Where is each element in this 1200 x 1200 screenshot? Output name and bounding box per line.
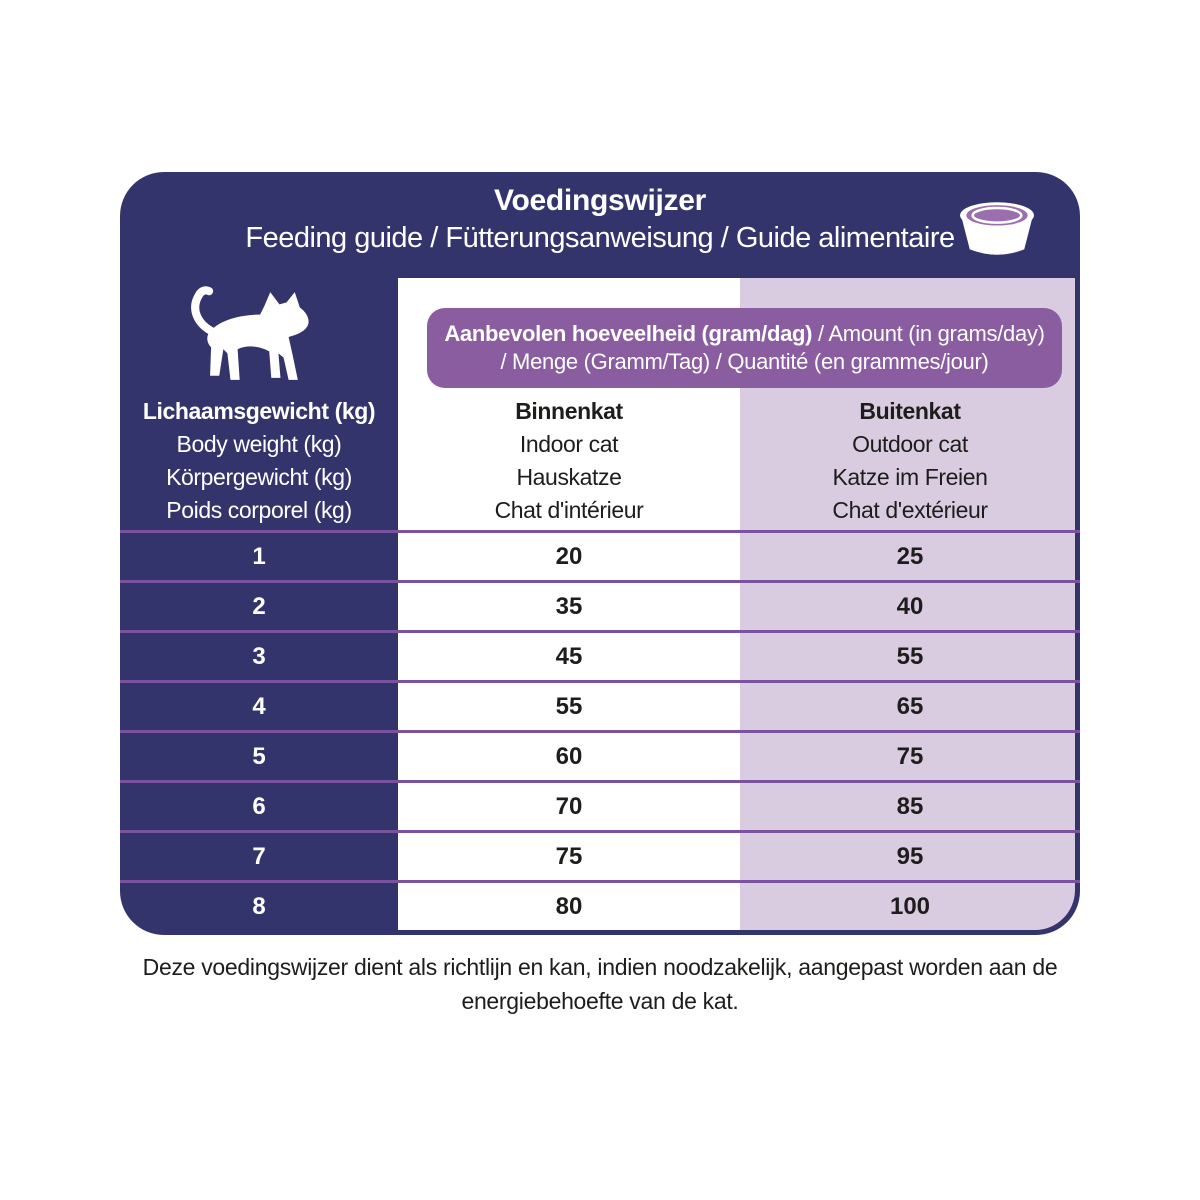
amount-banner-text: Aanbevolen hoeveelheid (gram/dag) / Amou… bbox=[441, 320, 1048, 376]
indoor-header-de: Hauskatze bbox=[516, 464, 622, 490]
weight-cell: 4 bbox=[252, 692, 266, 720]
guideline-note: Deze voedingswijzer dient als richtlijn … bbox=[142, 954, 1058, 1014]
outdoor-cell: 85 bbox=[896, 792, 924, 820]
outdoor-cell: 95 bbox=[896, 842, 924, 870]
feeding-guide-card: Voedingswijzer Feeding guide / Fütterung… bbox=[120, 172, 1080, 935]
outdoor-cell: 25 bbox=[896, 542, 924, 570]
indoor-header-nl: Binnenkat bbox=[515, 398, 623, 424]
table-row: 4 55 65 bbox=[120, 680, 1080, 730]
indoor-cell: 45 bbox=[555, 642, 583, 670]
outdoor-cell: 100 bbox=[889, 892, 931, 920]
amount-banner-bold-text: Aanbevolen hoeveelheid (gram/dag) bbox=[444, 321, 813, 346]
indoor-cell: 70 bbox=[555, 792, 583, 820]
indoor-column-header: Binnenkat Indoor cat Hauskatze Chat d'in… bbox=[398, 395, 740, 527]
outdoor-cell: 55 bbox=[896, 642, 924, 670]
outdoor-header-de: Katze im Freien bbox=[832, 464, 988, 490]
indoor-cell: 80 bbox=[555, 892, 583, 920]
outdoor-header-en: Outdoor cat bbox=[852, 431, 968, 457]
outdoor-column-header: Buitenkat Outdoor cat Katze im Freien Ch… bbox=[740, 395, 1080, 527]
indoor-header-fr: Chat d'intérieur bbox=[494, 497, 644, 523]
pet-bowl-icon bbox=[960, 202, 1034, 255]
weight-cell: 7 bbox=[252, 842, 266, 870]
table-row: 3 45 55 bbox=[120, 630, 1080, 680]
weight-cell: 2 bbox=[252, 592, 266, 620]
weight-header-en: Body weight (kg) bbox=[176, 431, 342, 457]
table-row: 8 80 100 bbox=[120, 880, 1080, 930]
weight-column-header: Lichaamsgewicht (kg) Body weight (kg) Kö… bbox=[120, 395, 398, 527]
outdoor-cell: 65 bbox=[896, 692, 924, 720]
outdoor-header-nl: Buitenkat bbox=[859, 398, 961, 424]
weight-cell: 8 bbox=[252, 892, 266, 920]
weight-header-fr: Poids corporel (kg) bbox=[166, 497, 352, 523]
outdoor-cell: 75 bbox=[896, 742, 924, 770]
indoor-cell: 75 bbox=[555, 842, 583, 870]
weight-cell: 5 bbox=[252, 742, 266, 770]
outdoor-cell: 40 bbox=[896, 592, 924, 620]
indoor-cell: 60 bbox=[555, 742, 583, 770]
table-row: 7 75 95 bbox=[120, 830, 1080, 880]
weight-cell: 3 bbox=[252, 642, 266, 670]
weight-cell: 6 bbox=[252, 792, 266, 820]
card-header: Voedingswijzer Feeding guide / Fütterung… bbox=[120, 172, 1080, 278]
table-row: 1 20 25 bbox=[120, 530, 1080, 580]
feeding-table-body: 1 20 25 2 35 40 3 45 55 4 55 65 5 60 7 5 … bbox=[120, 530, 1080, 930]
table-row: 6 70 85 bbox=[120, 780, 1080, 830]
cat-icon bbox=[191, 286, 309, 380]
indoor-cell: 55 bbox=[555, 692, 583, 720]
amount-banner-regular-text: / Amount (in grams/day) / Menge (Gramm/T… bbox=[500, 321, 1045, 374]
indoor-header-en: Indoor cat bbox=[519, 431, 619, 457]
indoor-cell: 20 bbox=[555, 542, 583, 570]
amount-banner: Aanbevolen hoeveelheid (gram/dag) / Amou… bbox=[427, 308, 1062, 388]
indoor-cell: 35 bbox=[555, 592, 583, 620]
outdoor-header-fr: Chat d'extérieur bbox=[832, 497, 988, 523]
page-subtitle: Feeding guide / Fütterungsanweisung / Gu… bbox=[245, 222, 955, 254]
weight-header-nl: Lichaamsgewicht (kg) bbox=[142, 398, 376, 424]
table-row: 2 35 40 bbox=[120, 580, 1080, 630]
weight-header-de: Körpergewicht (kg) bbox=[166, 464, 352, 490]
page-title: Voedingswijzer bbox=[494, 184, 706, 217]
table-row: 5 60 75 bbox=[120, 730, 1080, 780]
weight-cell: 1 bbox=[252, 542, 266, 570]
